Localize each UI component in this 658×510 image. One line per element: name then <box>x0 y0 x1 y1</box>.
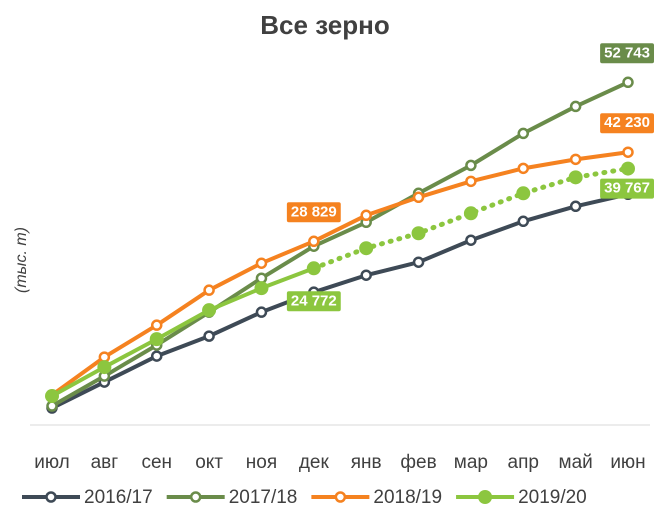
x-tick-label: мар <box>454 452 488 473</box>
data-point <box>360 209 372 222</box>
data-point <box>308 235 320 248</box>
data-point <box>202 303 217 318</box>
data-point <box>306 261 321 276</box>
data-point <box>621 161 635 176</box>
legend-label: 2018/19 <box>373 487 442 508</box>
data-point <box>568 170 583 185</box>
data-point <box>412 256 425 268</box>
y-axis-label: (тыс. т) <box>13 227 30 293</box>
x-tick-label: сен <box>141 452 172 473</box>
data-point <box>149 332 164 347</box>
data-point <box>569 100 582 113</box>
data-point <box>465 159 477 172</box>
data-point <box>517 215 530 228</box>
x-tick-label: фев <box>400 452 436 473</box>
value-label-text: 42 230 <box>604 114 650 131</box>
data-point <box>203 330 215 342</box>
legend-marker <box>45 491 57 503</box>
x-tick-label: авг <box>91 452 119 473</box>
data-point <box>360 269 372 281</box>
data-point <box>97 360 112 375</box>
data-point <box>412 191 425 204</box>
data-point <box>359 241 374 256</box>
chart-title: Все зерно <box>260 10 389 40</box>
data-point <box>150 350 163 362</box>
data-point <box>255 257 268 269</box>
x-tick-label: дек <box>299 452 330 473</box>
legend-label: 2019/20 <box>518 487 587 508</box>
data-point <box>203 284 215 296</box>
value-label: 28 829 <box>286 202 341 223</box>
value-label-box <box>600 178 654 199</box>
value-label: 24 772 <box>286 291 341 312</box>
value-label-text: 28 829 <box>291 203 337 220</box>
data-point <box>516 186 531 201</box>
legend-marker <box>334 491 347 503</box>
data-point <box>569 153 582 166</box>
value-label: 52 743 <box>600 43 654 64</box>
data-point <box>255 306 268 318</box>
series-line <box>50 266 316 399</box>
data-point <box>517 162 530 175</box>
data-point <box>463 206 478 221</box>
series-line <box>50 192 630 411</box>
data-point <box>465 175 477 188</box>
data-point <box>622 146 634 158</box>
x-tick-label: окт <box>195 452 223 473</box>
data-point <box>254 281 269 296</box>
x-tick-label: июл <box>34 452 70 473</box>
legend-marker <box>478 490 493 504</box>
x-tick-label: янв <box>351 452 382 473</box>
value-label-box <box>600 43 654 64</box>
value-label-box <box>600 113 654 134</box>
value-label: 39 767 <box>600 178 654 199</box>
data-point <box>411 226 426 241</box>
data-point <box>45 389 59 404</box>
value-label-text: 39 767 <box>604 180 650 197</box>
legend-label: 2017/18 <box>229 487 298 508</box>
x-tick-label: апр <box>508 452 539 473</box>
legend-marker <box>189 491 202 503</box>
x-tick-label: ноя <box>246 452 277 473</box>
data-point <box>622 76 634 89</box>
value-label-text: 24 772 <box>291 292 337 309</box>
x-tick-label: июн <box>610 452 645 473</box>
value-label: 42 230 <box>600 113 654 134</box>
value-label-box <box>286 291 341 312</box>
value-label-box <box>286 202 341 223</box>
data-point <box>517 127 530 140</box>
legend-label: 2016/17 <box>84 487 153 508</box>
data-point <box>465 234 477 246</box>
value-label-text: 52 743 <box>604 44 650 61</box>
data-point <box>569 200 582 213</box>
data-point <box>150 319 163 331</box>
x-tick-label: май <box>559 452 593 473</box>
series-line <box>50 150 630 398</box>
series-line <box>50 80 630 409</box>
